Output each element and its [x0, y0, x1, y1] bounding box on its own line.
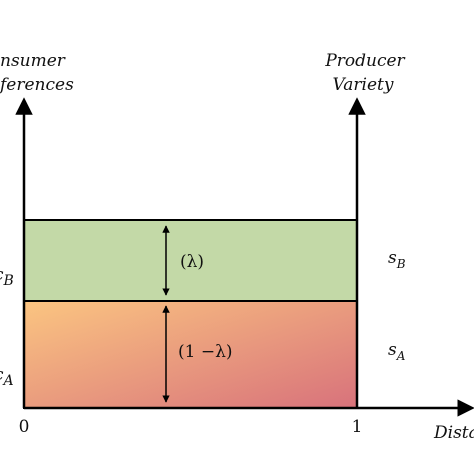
- axis-title: Variety: [333, 75, 394, 95]
- axis-title: nsumer: [0, 51, 66, 71]
- tick-label: 1: [352, 417, 363, 437]
- axis-title: Dista: [433, 423, 474, 443]
- band-b: [23, 219, 358, 302]
- axis-title: ferences: [0, 75, 74, 95]
- side-label: cB: [0, 265, 14, 289]
- band-a: [23, 300, 358, 409]
- segment-label: sA: [388, 340, 406, 363]
- axis-title: Producer: [324, 51, 405, 71]
- segment-label: sB: [388, 248, 406, 271]
- share-label: (λ): [180, 252, 204, 272]
- side-label: cA: [0, 365, 14, 389]
- tick-label: 0: [19, 417, 30, 437]
- share-label: (1 −λ): [178, 342, 233, 362]
